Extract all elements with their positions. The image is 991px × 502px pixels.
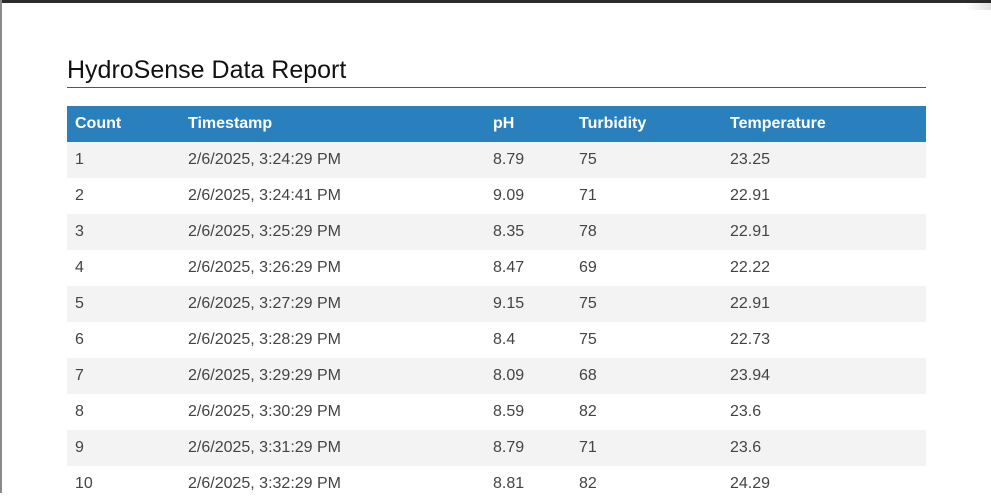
ph-cell: 9.15 — [485, 286, 571, 322]
count-cell: 8 — [67, 394, 180, 430]
table-row: 7 2/6/2025, 3:29:29 PM 8.09 68 23.94 — [67, 358, 926, 394]
turbidity-cell: 75 — [571, 142, 722, 178]
window-top-border — [0, 0, 991, 3]
ph-cell: 8.81 — [485, 466, 571, 502]
temperature-cell: 23.6 — [722, 394, 926, 430]
timestamp-cell: 2/6/2025, 3:24:29 PM — [180, 142, 485, 178]
timestamp-cell: 2/6/2025, 3:26:29 PM — [180, 250, 485, 286]
temperature-cell: 23.6 — [722, 430, 926, 466]
turbidity-cell: 82 — [571, 394, 722, 430]
table-header-row: Count Timestamp pH Turbidity Temperature — [67, 106, 926, 142]
timestamp-cell: 2/6/2025, 3:32:29 PM — [180, 466, 485, 502]
column-header-turbidity: Turbidity — [571, 106, 722, 142]
column-header-ph: pH — [485, 106, 571, 142]
data-table: Count Timestamp pH Turbidity Temperature… — [67, 106, 926, 502]
count-cell: 10 — [67, 466, 180, 502]
page-shadow — [965, 0, 991, 10]
count-cell: 2 — [67, 178, 180, 214]
count-cell: 9 — [67, 430, 180, 466]
report-page: HydroSense Data Report Count Timestamp p… — [67, 56, 926, 502]
ph-cell: 8.59 — [485, 394, 571, 430]
count-cell: 4 — [67, 250, 180, 286]
column-header-timestamp: Timestamp — [180, 106, 485, 142]
temperature-cell: 22.91 — [722, 286, 926, 322]
temperature-cell: 22.91 — [722, 178, 926, 214]
temperature-cell: 23.25 — [722, 142, 926, 178]
turbidity-cell: 68 — [571, 358, 722, 394]
table-row: 10 2/6/2025, 3:32:29 PM 8.81 82 24.29 — [67, 466, 926, 502]
temperature-cell: 22.91 — [722, 214, 926, 250]
table-row: 2 2/6/2025, 3:24:41 PM 9.09 71 22.91 — [67, 178, 926, 214]
report-title: HydroSense Data Report — [67, 56, 926, 88]
ph-cell: 8.35 — [485, 214, 571, 250]
table-body: 1 2/6/2025, 3:24:29 PM 8.79 75 23.25 2 2… — [67, 142, 926, 502]
ph-cell: 9.09 — [485, 178, 571, 214]
turbidity-cell: 78 — [571, 214, 722, 250]
count-cell: 7 — [67, 358, 180, 394]
count-cell: 6 — [67, 322, 180, 358]
count-cell: 5 — [67, 286, 180, 322]
table-row: 5 2/6/2025, 3:27:29 PM 9.15 75 22.91 — [67, 286, 926, 322]
ph-cell: 8.79 — [485, 142, 571, 178]
turbidity-cell: 75 — [571, 322, 722, 358]
table-row: 9 2/6/2025, 3:31:29 PM 8.79 71 23.6 — [67, 430, 926, 466]
table-row: 4 2/6/2025, 3:26:29 PM 8.47 69 22.22 — [67, 250, 926, 286]
timestamp-cell: 2/6/2025, 3:27:29 PM — [180, 286, 485, 322]
temperature-cell: 24.29 — [722, 466, 926, 502]
turbidity-cell: 75 — [571, 286, 722, 322]
timestamp-cell: 2/6/2025, 3:28:29 PM — [180, 322, 485, 358]
temperature-cell: 23.94 — [722, 358, 926, 394]
table-row: 6 2/6/2025, 3:28:29 PM 8.4 75 22.73 — [67, 322, 926, 358]
temperature-cell: 22.73 — [722, 322, 926, 358]
column-header-count: Count — [67, 106, 180, 142]
table-header: Count Timestamp pH Turbidity Temperature — [67, 106, 926, 142]
ph-cell: 8.4 — [485, 322, 571, 358]
turbidity-cell: 82 — [571, 466, 722, 502]
temperature-cell: 22.22 — [722, 250, 926, 286]
table-row: 1 2/6/2025, 3:24:29 PM 8.79 75 23.25 — [67, 142, 926, 178]
column-header-temperature: Temperature — [722, 106, 926, 142]
turbidity-cell: 69 — [571, 250, 722, 286]
count-cell: 3 — [67, 214, 180, 250]
timestamp-cell: 2/6/2025, 3:25:29 PM — [180, 214, 485, 250]
ph-cell: 8.47 — [485, 250, 571, 286]
timestamp-cell: 2/6/2025, 3:24:41 PM — [180, 178, 485, 214]
table-row: 3 2/6/2025, 3:25:29 PM 8.35 78 22.91 — [67, 214, 926, 250]
timestamp-cell: 2/6/2025, 3:29:29 PM — [180, 358, 485, 394]
timestamp-cell: 2/6/2025, 3:31:29 PM — [180, 430, 485, 466]
table-row: 8 2/6/2025, 3:30:29 PM 8.59 82 23.6 — [67, 394, 926, 430]
count-cell: 1 — [67, 142, 180, 178]
ph-cell: 8.09 — [485, 358, 571, 394]
window-left-border — [0, 0, 2, 493]
timestamp-cell: 2/6/2025, 3:30:29 PM — [180, 394, 485, 430]
turbidity-cell: 71 — [571, 430, 722, 466]
turbidity-cell: 71 — [571, 178, 722, 214]
ph-cell: 8.79 — [485, 430, 571, 466]
